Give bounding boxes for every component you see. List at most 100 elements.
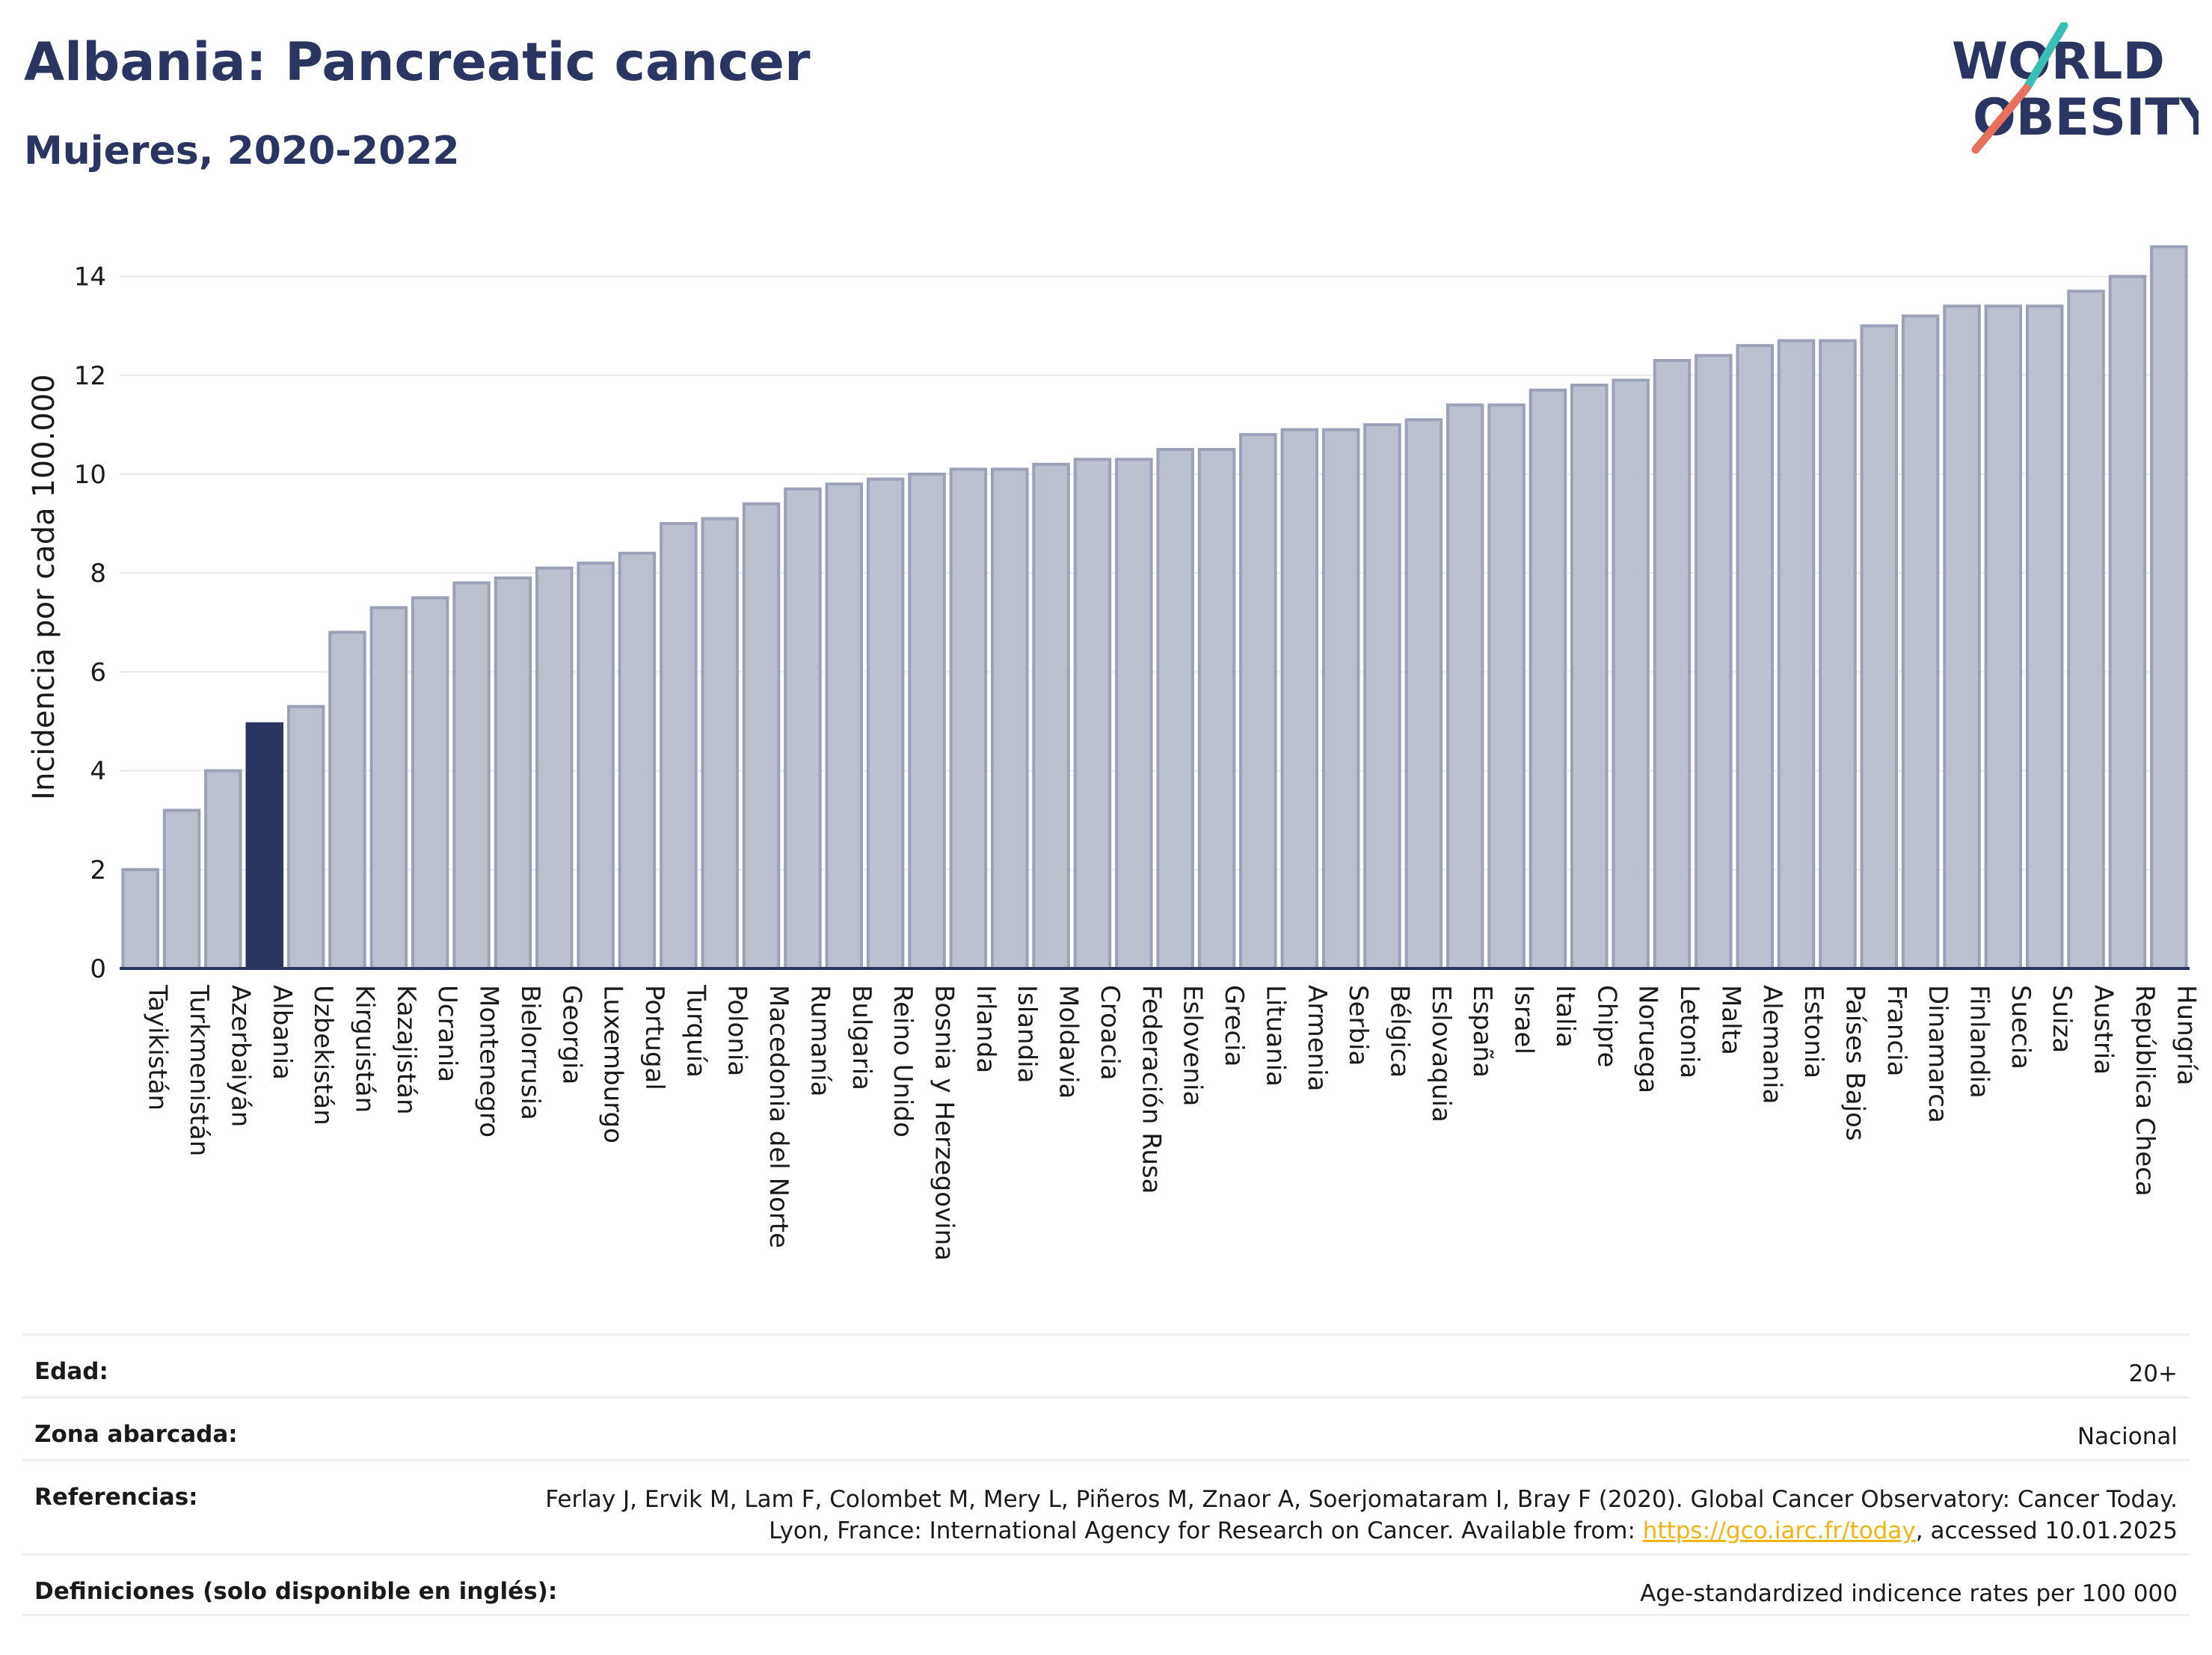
bar-polonia[interactable] bbox=[701, 517, 739, 970]
bar-francia[interactable] bbox=[1860, 324, 1898, 970]
bar-ucrania[interactable] bbox=[411, 596, 449, 971]
x-tick-label: Uzbekistán bbox=[308, 985, 338, 1126]
bar-tayikistán[interactable] bbox=[121, 868, 159, 971]
bar-luxemburgo[interactable] bbox=[577, 562, 615, 970]
x-tick-label: Islandia bbox=[1012, 985, 1042, 1083]
bar-portugal[interactable] bbox=[618, 551, 657, 970]
x-tick-label: Eslovaquia bbox=[1426, 985, 1456, 1123]
x-tick-label: Reino Unido bbox=[888, 985, 918, 1137]
x-tick-label: Serbia bbox=[1343, 985, 1373, 1066]
meta-label-references: Referencias: bbox=[34, 1484, 198, 1511]
bar-reino-unido[interactable] bbox=[866, 477, 905, 970]
bar-malta[interactable] bbox=[1695, 354, 1733, 970]
x-tick-label: Irlanda bbox=[971, 985, 1001, 1073]
x-tick-label: Francia bbox=[1881, 985, 1911, 1076]
x-tick-label: Letonia bbox=[1674, 985, 1704, 1078]
bar-serbia[interactable] bbox=[1321, 428, 1360, 970]
y-axis-ticks: 0 2 4 6 8 10 12 14 bbox=[74, 262, 106, 984]
x-tick-label: Rumanía bbox=[805, 985, 835, 1096]
x-tick-label: Bulgaria bbox=[847, 985, 876, 1090]
bar-países-bajos[interactable] bbox=[1819, 339, 1857, 970]
bar-lituania[interactable] bbox=[1239, 433, 1277, 970]
bar-bélgica[interactable] bbox=[1363, 423, 1401, 970]
bar-azerbaiyán[interactable] bbox=[204, 769, 242, 970]
x-tick-label: Croacia bbox=[1095, 985, 1125, 1081]
meta-value-age: 20+ bbox=[2128, 1360, 2178, 1387]
x-tick-label: Azerbaiyán bbox=[225, 985, 255, 1127]
x-tick-label: Italia bbox=[1550, 985, 1580, 1048]
bar-finlandia[interactable] bbox=[1943, 304, 1981, 970]
bar-alemania[interactable] bbox=[1736, 344, 1774, 971]
x-tick-label: Grecia bbox=[1219, 985, 1249, 1066]
chart-subtitle: Mujeres, 2020-2022 bbox=[24, 129, 460, 174]
bar-bulgaria[interactable] bbox=[825, 482, 863, 970]
bar-uzbekistán[interactable] bbox=[286, 704, 325, 970]
bar-turquía[interactable] bbox=[660, 522, 698, 970]
bar-turkmenistán[interactable] bbox=[162, 808, 201, 970]
x-tick-label: Bélgica bbox=[1384, 985, 1414, 1078]
meta-row-area: Zona abarcada: Nacional bbox=[22, 1396, 2190, 1459]
bar-españa[interactable] bbox=[1446, 403, 1484, 970]
bar-moldavia[interactable] bbox=[1032, 462, 1070, 970]
bar-austria[interactable] bbox=[2067, 289, 2105, 970]
bar-montenegro[interactable] bbox=[452, 581, 491, 970]
metadata-table: Edad: 20+ Zona abarcada: Nacional Refere… bbox=[22, 1333, 2190, 1616]
bar-noruega[interactable] bbox=[1612, 378, 1650, 970]
bar-macedonia-del-norte[interactable] bbox=[742, 502, 781, 970]
bar-croacia[interactable] bbox=[1073, 458, 1112, 970]
bar-dinamarca[interactable] bbox=[1901, 314, 1940, 970]
x-tick-label: Albania bbox=[267, 985, 297, 1080]
x-tick-label: Hungría bbox=[2171, 985, 2201, 1086]
bar-federación-rusa[interactable] bbox=[1115, 458, 1153, 970]
x-tick-label: Lituania bbox=[1260, 985, 1290, 1087]
y-tick-label: 8 bbox=[90, 559, 106, 589]
svg-text:OBESITY: OBESITY bbox=[1973, 88, 2199, 147]
bar-irlanda[interactable] bbox=[949, 467, 988, 970]
bar-kirguistán[interactable] bbox=[328, 630, 366, 970]
bar-hungría[interactable] bbox=[2150, 245, 2188, 970]
bar-albania[interactable] bbox=[245, 722, 283, 970]
x-tick-label: Georgia bbox=[556, 985, 586, 1084]
chart-title: Albania: Pancreatic cancer bbox=[24, 31, 811, 93]
x-tick-label: Polonia bbox=[722, 985, 752, 1076]
bar-armenia[interactable] bbox=[1280, 428, 1318, 970]
bar-israel[interactable] bbox=[1487, 403, 1526, 970]
bar-chipre[interactable] bbox=[1570, 384, 1609, 970]
x-tick-label: Turquía bbox=[681, 984, 710, 1078]
meta-label-age: Edad: bbox=[34, 1358, 108, 1385]
bar-islandia[interactable] bbox=[991, 467, 1029, 970]
bar-república-checa[interactable] bbox=[2108, 274, 2147, 971]
x-tick-label: Portugal bbox=[639, 985, 669, 1090]
x-tick-label: Federación Rusa bbox=[1136, 985, 1166, 1194]
bar-georgia[interactable] bbox=[535, 566, 574, 970]
bar-letonia[interactable] bbox=[1653, 359, 1692, 970]
x-tick-label: República Checa bbox=[2130, 985, 2160, 1197]
x-tick-label: Suiza bbox=[2047, 985, 2077, 1053]
reference-link[interactable]: https://gco.iarc.fr/today bbox=[1642, 1517, 1916, 1544]
bar-eslovenia[interactable] bbox=[1156, 448, 1194, 970]
bar-rumanía[interactable] bbox=[784, 487, 822, 970]
x-tick-label: Países Bajos bbox=[1840, 985, 1870, 1141]
x-tick-label: Dinamarca bbox=[1923, 985, 1953, 1123]
meta-row-references: Referencias: Ferlay J, Ervik M, Lam F, C… bbox=[22, 1459, 2190, 1553]
bar-suiza[interactable] bbox=[2026, 304, 2064, 970]
x-tick-label: Estonia bbox=[1798, 985, 1828, 1078]
x-tick-label: Austria bbox=[2089, 985, 2119, 1075]
bar-bielorrusia[interactable] bbox=[494, 576, 532, 970]
bar-eslovaquia[interactable] bbox=[1404, 418, 1443, 970]
x-tick-label: Kazajistán bbox=[391, 985, 421, 1115]
x-tick-label: Noruega bbox=[1633, 985, 1663, 1093]
meta-row-age: Edad: 20+ bbox=[22, 1333, 2190, 1396]
y-tick-label: 12 bbox=[74, 361, 106, 391]
x-tick-label: Macedonia del Norte bbox=[764, 985, 793, 1248]
bar-chart: 0 2 4 6 8 10 12 14 Tayikistán Turkmenistán Azerba… bbox=[27, 245, 2201, 1261]
bar-suecia[interactable] bbox=[1984, 304, 2023, 970]
x-tick-label: Ucrania bbox=[432, 985, 462, 1082]
x-tick-label: Finlandia bbox=[1964, 985, 1994, 1099]
y-tick-label: 6 bbox=[90, 657, 106, 687]
bar-estonia[interactable] bbox=[1777, 339, 1816, 970]
bar-italia[interactable] bbox=[1529, 388, 1567, 970]
bar-bosnia-y-herzegovina[interactable] bbox=[908, 473, 946, 970]
bar-kazajistán[interactable] bbox=[369, 606, 408, 970]
bar-grecia[interactable] bbox=[1197, 448, 1236, 970]
